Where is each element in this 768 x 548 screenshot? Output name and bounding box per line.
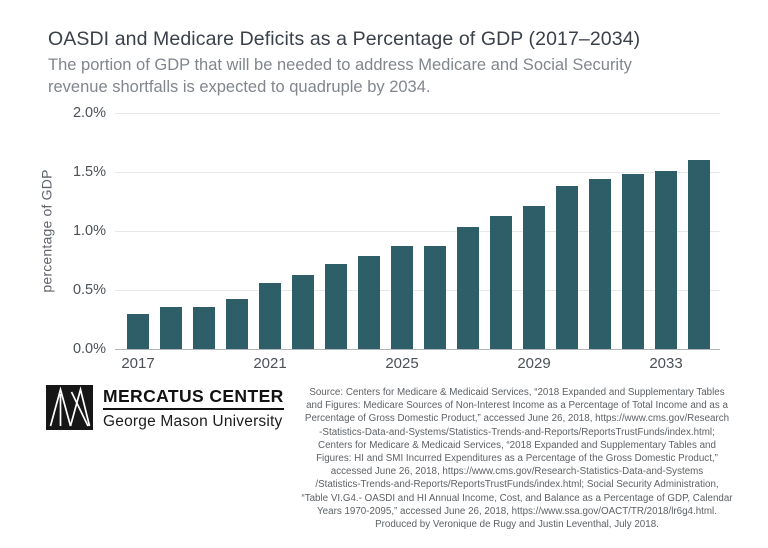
x-tick-label: 2033 [649,355,683,372]
bar-2032 [622,174,644,349]
bar-2033 [655,170,677,349]
bar-2023 [325,264,347,349]
chart-subtitle-line: The portion of GDP that will be needed t… [48,56,632,74]
mercatus-logo-text: MERCATUS CENTER George Mason University [103,385,284,431]
bar-2022 [292,274,314,349]
bar-2021 [259,282,281,349]
y-axis-title-text: percentage of GDP [39,169,55,293]
bar-2027 [457,227,479,349]
chart-subtitle-line: revenue shortfalls is expected to quadru… [48,78,431,96]
bar-2017 [127,313,149,349]
bar-2030 [556,186,578,349]
source-note: Source: Centers for Medicare & Medicaid … [292,386,742,531]
logo-divider [103,408,284,410]
source-note-line: Years 1970-2095,” accessed June 26, 2018… [317,505,717,517]
x-tick-label: 2017 [121,355,155,372]
bar-2031 [589,179,611,349]
mercatus-bridge-logo-icon [46,385,93,430]
y-axis-title: percentage of GDP [36,113,58,349]
mercatus-logo: MERCATUS CENTER George Mason University [46,385,284,431]
y-axis-tick-labels: 2.0% 1.5% 1.0% 0.5% 0.0% [58,105,106,357]
bar-2034 [688,160,710,349]
x-axis-tick-labels: 2017 2021 2025 2029 2033 [115,355,720,375]
gridline [115,113,720,114]
bar-2026 [424,246,446,349]
chart-title: OASDI and Medicare Deficits as a Percent… [48,28,641,50]
source-note-line: Figures: HI and SMI Incurred Expenditure… [316,453,718,465]
plot-area [115,113,720,350]
source-note-line: Produced by Veronique de Rugy and Justin… [375,519,659,531]
x-tick-label: 2025 [385,355,419,372]
source-note-line: Source: Centers for Medicare & Medicaid … [309,387,725,398]
source-note-line: “Table VI.G4.- OASDI and HI Annual Incom… [301,492,733,504]
bar-2019 [193,306,215,349]
bar-2025 [391,246,413,349]
bar-2024 [358,255,380,349]
y-tick-label: 0.0% [72,341,106,357]
source-note-line: Percentage of Gross Domestic Product,” a… [304,413,730,425]
bar-2028 [490,215,512,349]
source-note-line: /Statistics-Trends-and-Reports/ReportsTr… [315,479,719,491]
bar-2018 [160,306,182,349]
gridline [115,172,720,173]
x-tick-label: 2029 [517,355,551,372]
gridline [115,290,720,291]
y-tick-label: 1.5% [72,164,106,180]
x-tick-label: 2021 [253,355,287,372]
mercatus-logo-subtitle: George Mason University [103,413,283,430]
y-tick-label: 1.0% [72,223,106,239]
source-note-line: Centers for Medicare & Medicaid Services… [318,439,716,451]
source-note-line: and Figures: Medicare Sources of Non-Int… [306,400,728,412]
bar-2020 [226,299,248,349]
source-note-line: -Statistics-Data-and-Systems/Statistics-… [319,426,715,438]
bar-2029 [523,206,545,349]
y-tick-label: 2.0% [72,105,106,121]
chart-subtitle: The portion of GDP that will be needed t… [48,54,688,98]
mercatus-logo-title: MERCATUS CENTER [103,386,284,406]
y-tick-label: 0.5% [72,282,106,298]
gridline [115,231,720,232]
source-note-line: accessed June 26, 2018, https://www.cms.… [330,466,704,478]
